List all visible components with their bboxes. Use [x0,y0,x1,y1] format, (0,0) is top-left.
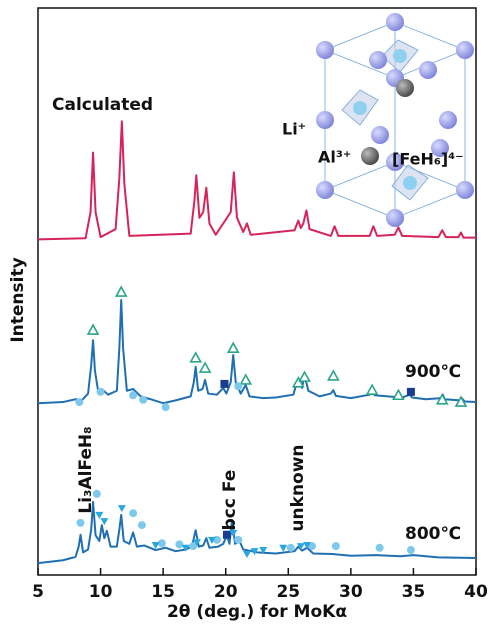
x-tick-label: 25 [276,582,300,602]
x-axis-label: 2θ (deg.) for MoKα [167,602,347,622]
peak-marker [234,536,242,544]
x-tick-label: 30 [339,582,363,602]
peak-marker [376,544,384,552]
peak-marker [287,544,295,552]
peak-marker [88,325,98,334]
peak-marker [241,375,251,384]
peak-marker [407,546,415,554]
peak-marker [100,518,108,525]
phase-label: Li₃AlFeH₈ [76,426,96,513]
peak-marker [367,385,377,394]
peak-marker [332,542,340,550]
phase-label: bcc Fe [220,470,240,531]
peak-marker [300,372,310,381]
peak-marker [279,545,287,552]
ion-label: [FeH₆]⁴⁻ [392,150,464,169]
peak-marker [129,391,137,399]
peak-marker [407,388,415,396]
peak-marker [162,403,170,411]
peak-marker [234,382,242,390]
page: {"chart_data": { "type": "line", "x_labe… [0,0,488,625]
peak-marker [223,531,231,539]
peak-marker [220,380,228,388]
peak-marker [97,388,105,396]
peak-marker [75,398,83,406]
peak-marker [158,539,166,547]
x-tick-label: 15 [151,582,175,602]
ion-label: Li⁺ [282,120,306,139]
x-tick-label: 20 [214,582,238,602]
peak-marker [139,396,147,404]
series-label: Calculated [52,95,153,115]
peak-marker [191,353,201,362]
peak-marker [393,390,403,399]
pattern-line [38,300,476,403]
x-tick-label: 40 [464,582,488,602]
x-tick-label: 5 [32,582,44,602]
peak-marker [200,363,210,372]
chart: 5 10 15 20 25 30 35 40 2θ (deg.) for MoKα Intensi… [0,0,488,625]
phase-label: unknown [288,444,308,531]
peak-marker [77,519,85,527]
peak-marker [228,343,238,352]
x-tick-label: 10 [89,582,113,602]
peak-marker [95,512,103,519]
x-tick-label: 35 [402,582,426,602]
peak-marker [328,371,338,380]
peak-marker [118,505,126,512]
peak-marker [129,509,137,517]
ion-label: Al³⁺ [318,148,351,167]
series-label: 800℃ [405,524,461,544]
y-axis-label: Intensity [8,257,28,342]
peak-marker [243,551,251,558]
peak-marker [175,540,183,548]
series-label: 900℃ [405,362,461,382]
peak-marker [116,287,126,296]
peak-marker [138,521,146,529]
